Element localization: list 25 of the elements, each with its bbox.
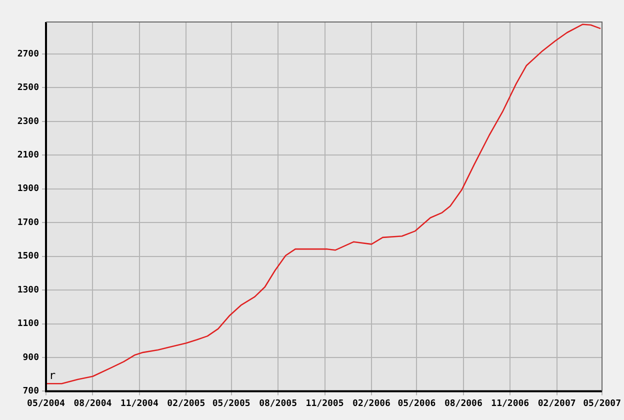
x-tick-label: 05/2007 [583,398,622,409]
y-tick-label: 2100 [17,150,39,161]
y-tick-label: 2700 [17,49,39,60]
x-tick-label: 05/2006 [398,398,436,409]
x-tick-label: 08/2006 [444,398,482,409]
y-tick-label: 2300 [17,116,39,127]
y-tick-label: 1700 [17,218,39,228]
y-tick-label: 900 [22,352,39,363]
x-tick-label: 11/2006 [491,398,530,409]
x-tick-label: 11/2005 [306,398,344,409]
x-tick-label: 05/2005 [212,398,250,409]
annotation: r [49,369,56,382]
x-tick-label: 08/2005 [259,398,298,409]
x-tick-label: 02/2005 [167,398,206,409]
y-tick-label: 700 [22,386,39,397]
y-tick-label: 2500 [17,83,39,94]
y-tick-label: 1100 [17,319,39,330]
x-tick-label: 08/2004 [74,398,112,409]
y-tick-label: 1300 [17,285,39,296]
x-tick-label: 05/2004 [27,398,66,409]
x-tick-label: 02/2006 [352,398,390,409]
x-tick-label: 02/2007 [538,398,576,409]
x-tick-label: 11/2004 [120,398,159,409]
y-tick-label: 1900 [17,184,39,194]
y-tick-label: 1500 [17,252,39,262]
